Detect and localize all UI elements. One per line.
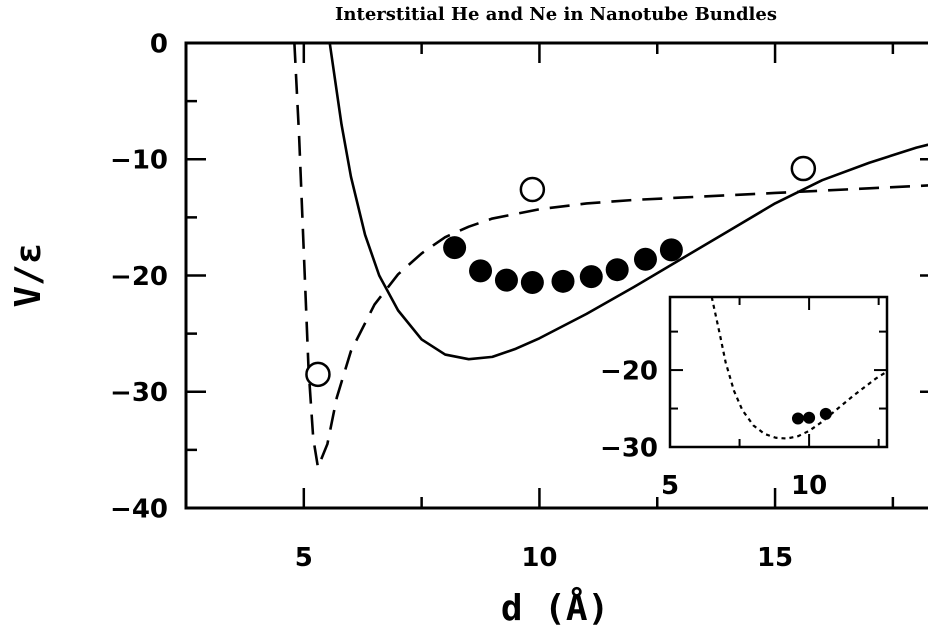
inset-x-tick-label: 5 [661, 471, 679, 501]
main-open-point [790, 155, 817, 182]
main-filled-point [579, 265, 603, 289]
inset-filled-point [803, 411, 816, 424]
y-axis-label: V/ε [8, 242, 49, 307]
main-filled-point [443, 236, 467, 260]
main-filled-point [494, 268, 518, 292]
inset-frame [668, 295, 889, 449]
inset-filled-point [819, 407, 832, 420]
main-filled-point [659, 238, 683, 262]
main-y-tick-label: −20 [110, 262, 168, 292]
inset-y-tick-label: −20 [600, 356, 658, 386]
main-filled-point [605, 258, 629, 282]
main-x-tick-label: 15 [757, 543, 793, 573]
main-y-tick-label: −10 [110, 146, 168, 176]
main-filled-point [551, 269, 575, 293]
main-y-tick-label: −30 [110, 378, 168, 408]
main-filled-point [469, 259, 493, 283]
main-x-tick-label: 5 [295, 543, 313, 573]
chart-title: Interstitial He and Ne in Nanotube Bundl… [335, 4, 777, 25]
main-open-point [305, 361, 331, 388]
main-open-point [519, 176, 546, 203]
main-y-tick-label: 0 [150, 29, 168, 59]
inset-y-tick-label: −30 [600, 433, 658, 463]
main-dashed-curve [293, 43, 928, 469]
x-axis-label: d (Å) [501, 587, 609, 629]
main-filled-point [633, 247, 657, 271]
main-plot: 5 10 15 0 −10 −20 −30 −40 [110, 29, 928, 573]
main-y-tick-label: −40 [110, 494, 168, 524]
y-axis-label-text: V/ε [8, 242, 49, 307]
inset-dotted-curve [710, 297, 887, 440]
main-x-tick-label: 10 [521, 543, 557, 573]
inset-filled-point [791, 412, 804, 425]
main-solid-curve [328, 43, 928, 361]
inset-plot: 5 10 −20 −30 [600, 295, 889, 501]
inset-x-tick-label: 10 [791, 471, 827, 501]
main-filled-point [520, 270, 544, 294]
